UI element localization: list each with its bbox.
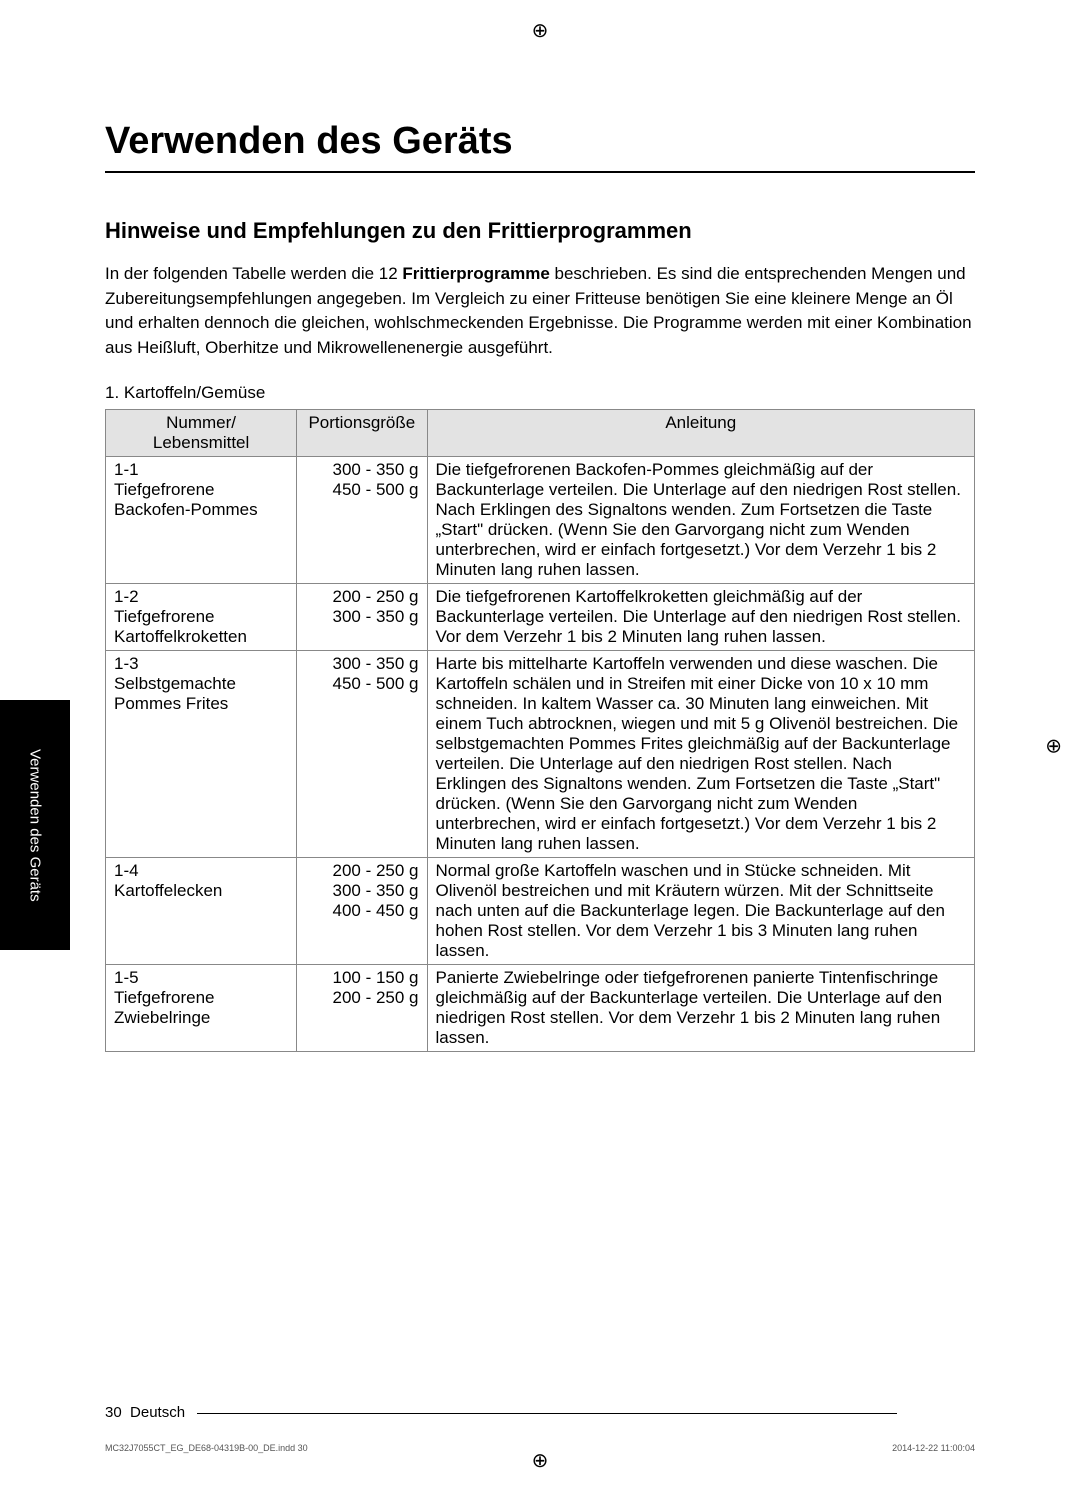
cell-portion: 100 - 150 g200 - 250 g [297,964,427,1051]
intro-paragraph: In der folgenden Tabelle werden die 12 F… [105,262,975,361]
cell-num: 1-5Tiefgefrorene Zwiebelringe [106,964,297,1051]
cell-instr: Harte bis mittelharte Kartoffeln verwend… [427,650,974,857]
section-title: Hinweise und Empfehlungen zu den Frittie… [105,218,975,244]
cell-num: 1-1Tiefgefrorene Backofen-Pommes [106,456,297,583]
table-row: 1-5Tiefgefrorene Zwiebelringe 100 - 150 … [106,964,975,1051]
header-instr: Anleitung [427,409,974,456]
page-number: 30 [105,1404,122,1421]
cell-instr: Normal große Kartoffeln waschen und in S… [427,857,974,964]
page-content: Verwenden des Geräts Hinweise und Empfeh… [0,0,1080,1102]
table-subheading: 1. Kartoffeln/Gemüse [105,383,975,403]
intro-prefix: In der folgenden Tabelle werden die 12 [105,264,402,283]
language-label: Deutsch [130,1404,185,1421]
cell-portion: 200 - 250 g300 - 350 g [297,583,427,650]
cell-num: 1-4Kartoffelecken [106,857,297,964]
cell-num: 1-3Selbstgemachte Pommes Frites [106,650,297,857]
cell-portion: 300 - 350 g450 - 500 g [297,456,427,583]
print-footer-right: 2014-12-22 11:00:04 [892,1443,975,1453]
table-row: 1-4Kartoffelecken 200 - 250 g300 - 350 g… [106,857,975,964]
intro-bold: Frittierprogramme [402,264,549,283]
register-mark-bottom: ⊕ [532,1448,549,1473]
cell-portion: 200 - 250 g300 - 350 g400 - 450 g [297,857,427,964]
cell-instr: Panierte Zwiebelringe oder tiefgefrorene… [427,964,974,1051]
header-num: Nummer/Lebensmittel [106,409,297,456]
cell-instr: Die tiefgefrorenen Kartoffelkroketten gl… [427,583,974,650]
cell-portion: 300 - 350 g450 - 500 g [297,650,427,857]
table-row: 1-1Tiefgefrorene Backofen-Pommes 300 - 3… [106,456,975,583]
page-footer: 30 Deutsch [105,1404,897,1421]
frying-table: Nummer/Lebensmittel Portionsgröße Anleit… [105,409,975,1052]
main-title: Verwenden des Geräts [105,120,975,163]
table-header-row: Nummer/Lebensmittel Portionsgröße Anleit… [106,409,975,456]
cell-instr: Die tiefgefrorenen Backofen-Pommes gleic… [427,456,974,583]
cell-num: 1-2Tiefgefrorene Kartoffelkroketten [106,583,297,650]
print-footer-left: MC32J7055CT_EG_DE68-04319B-00_DE.indd 30 [105,1443,308,1453]
footer-line [197,1413,897,1414]
header-portion: Portionsgröße [297,409,427,456]
table-row: 1-2Tiefgefrorene Kartoffelkroketten 200 … [106,583,975,650]
title-rule [105,171,975,173]
table-row: 1-3Selbstgemachte Pommes Frites 300 - 35… [106,650,975,857]
